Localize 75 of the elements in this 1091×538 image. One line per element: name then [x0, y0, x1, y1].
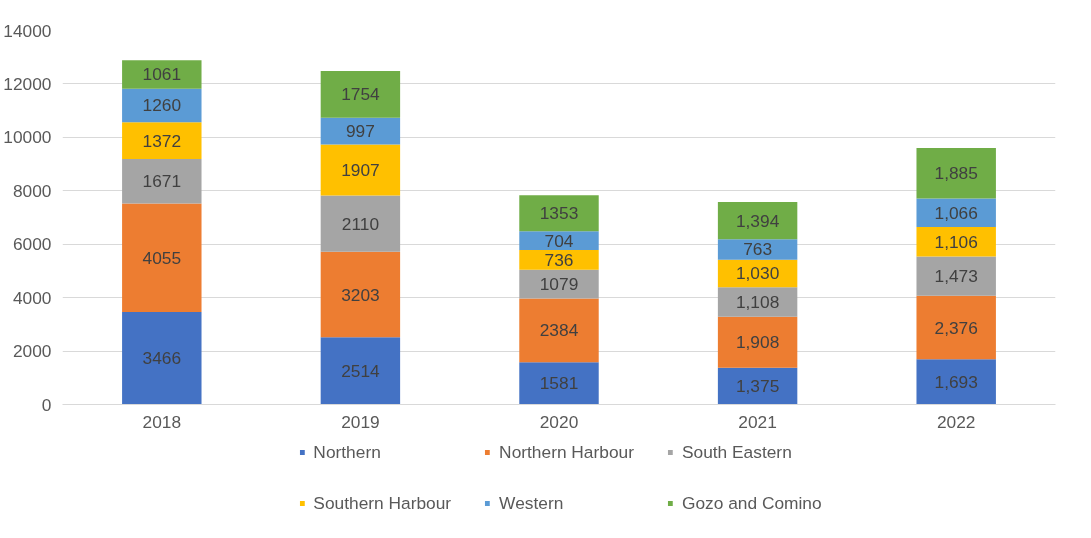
- data-label: 1581: [539, 373, 579, 394]
- data-label: 997: [345, 121, 375, 142]
- legend-label: Northern: [313, 441, 381, 463]
- data-label: 1,106: [934, 231, 978, 252]
- y-tick-label: 2000: [12, 341, 52, 362]
- bar: [717, 367, 798, 405]
- y-tick-label: 12000: [3, 73, 52, 94]
- y-tick-label: 0: [41, 394, 52, 415]
- data-label: 704: [544, 230, 574, 251]
- data-label: 763: [743, 239, 773, 260]
- data-label: 1,066: [934, 202, 978, 223]
- y-tick-label: 10000: [3, 127, 52, 148]
- data-label: 1,030: [735, 263, 780, 284]
- data-label: 1754: [341, 84, 381, 105]
- bar: [320, 144, 401, 196]
- data-label: 1353: [539, 203, 579, 224]
- data-label: 1,908: [735, 332, 780, 353]
- legend-label: Northern Harbour: [499, 441, 634, 463]
- bar: [916, 256, 996, 296]
- data-label: 2384: [539, 320, 579, 341]
- bar: [519, 362, 599, 405]
- bar: [519, 195, 599, 232]
- data-label: 2514: [341, 360, 381, 381]
- y-tick-label: 6000: [12, 234, 52, 255]
- x-tick-label: 2021: [738, 411, 777, 432]
- bar: [320, 251, 401, 338]
- data-label: 736: [544, 249, 574, 270]
- bar: [717, 316, 798, 368]
- data-label: 3466: [142, 348, 182, 369]
- data-label: 3203: [341, 284, 380, 305]
- bar: [122, 203, 202, 312]
- data-label: 1,473: [934, 266, 978, 287]
- data-label: 1,108: [735, 292, 780, 312]
- legend-label: South Eastern: [681, 441, 792, 463]
- bar: [122, 60, 202, 89]
- data-label: 4055: [142, 247, 182, 268]
- x-tick-label: 2018: [142, 411, 182, 432]
- bar: [519, 269, 599, 299]
- bar: [122, 122, 202, 159]
- data-label: 1907: [341, 159, 380, 180]
- bar: [122, 311, 202, 405]
- x-tick-label: 2019: [341, 411, 380, 432]
- bar: [916, 295, 996, 360]
- bar: [916, 359, 996, 405]
- x-tick-label: 2020: [539, 411, 579, 432]
- x-tick-label: 2022: [936, 411, 976, 432]
- data-label: 2110: [341, 213, 380, 234]
- bar: [916, 148, 996, 199]
- y-tick-label: 14000: [3, 20, 52, 41]
- bar: [320, 195, 401, 252]
- y-tick-label: 4000: [12, 287, 52, 308]
- bar: [519, 250, 599, 270]
- legend-label: Southern Harbour: [313, 492, 452, 514]
- data-label: 1079: [539, 274, 579, 295]
- data-label: 1,394: [735, 210, 780, 231]
- legend-label: Gozo and Comino: [681, 492, 822, 514]
- y-tick-label: 8000: [12, 180, 52, 201]
- bar: [519, 298, 599, 363]
- data-label: 1260: [142, 95, 182, 116]
- bar: [717, 239, 798, 260]
- data-label: 1671: [142, 171, 182, 192]
- data-label: 1,375: [735, 376, 780, 397]
- data-label: 2,376: [934, 317, 978, 338]
- legend-label: Western: [499, 492, 564, 514]
- data-label: 1372: [142, 130, 182, 151]
- data-label: 1061: [142, 64, 182, 85]
- bar: [320, 337, 401, 405]
- bar: [320, 70, 401, 118]
- data-label: 1,885: [934, 163, 978, 184]
- bar: [122, 158, 202, 204]
- bar: [717, 287, 798, 317]
- bar: [916, 198, 996, 227]
- bar: [519, 231, 599, 251]
- data-label: 1,693: [934, 371, 978, 392]
- bar: [717, 202, 798, 240]
